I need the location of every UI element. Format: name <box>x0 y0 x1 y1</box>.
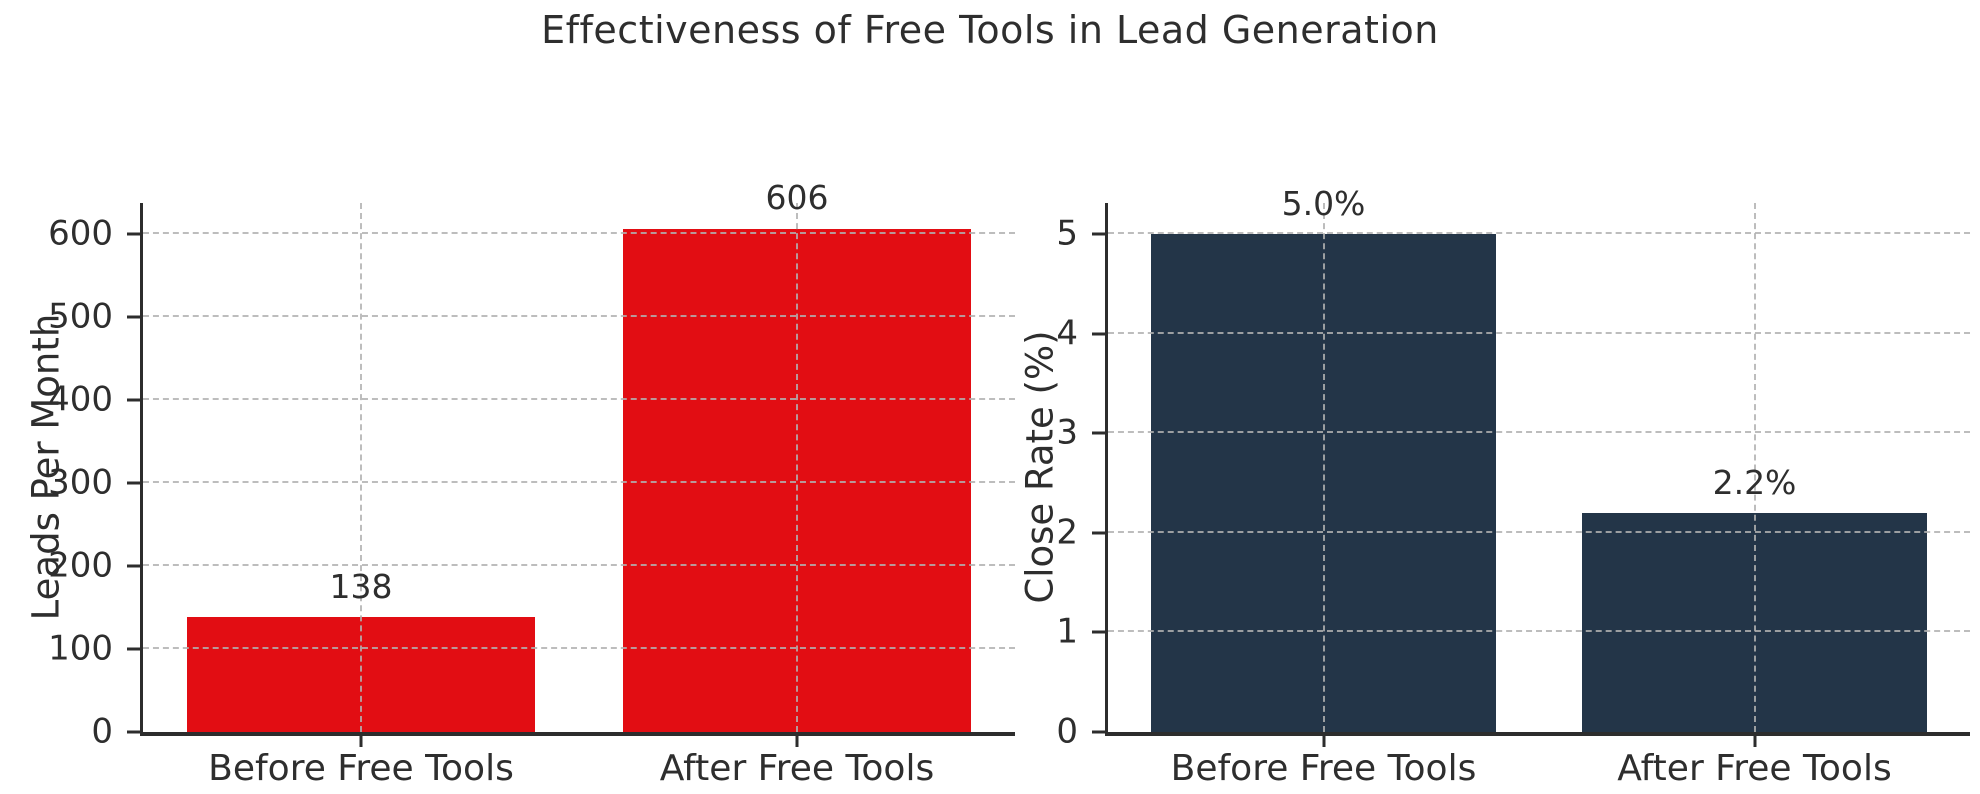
y-tick-mark <box>127 647 140 651</box>
y-tick-label: 4 <box>1056 312 1078 353</box>
gridline <box>143 646 1015 649</box>
bar-value-label: 5.0% <box>1281 183 1366 223</box>
y-tick-label: 5 <box>1056 213 1078 254</box>
y-tick-mark <box>127 315 140 319</box>
gridline <box>143 397 1015 400</box>
bar-value-label: 138 <box>329 567 393 607</box>
gridline <box>1322 203 1325 732</box>
gridline <box>1108 530 1970 533</box>
y-tick-mark <box>127 398 140 402</box>
y-tick-label: 1 <box>1056 611 1078 652</box>
y-tick-label: 2 <box>1056 512 1078 553</box>
gridline <box>1108 331 1970 334</box>
y-tick-mark <box>1092 332 1105 336</box>
gridline <box>1108 431 1970 434</box>
x-tick-label: After Free Tools <box>1617 748 1892 789</box>
y-tick-label: 0 <box>91 711 113 752</box>
y-tick-mark <box>127 564 140 568</box>
gridline <box>143 480 1015 483</box>
leads-chart-plot-area: 0 100 200 300 400 500 600 138 Before Free Tools 6… <box>48 180 1015 789</box>
x-tick-mark <box>1753 736 1756 747</box>
y-tick-mark <box>127 730 140 734</box>
y-tick-label: 400 <box>48 379 113 420</box>
close-rate-y-axis-label: Close Rate (%) <box>1018 330 1062 604</box>
gridline <box>796 203 798 732</box>
y-tick-mark <box>127 481 140 485</box>
gridline <box>143 314 1015 317</box>
gridline <box>360 203 362 732</box>
bar-value-label: 2.2% <box>1712 462 1797 502</box>
y-tick-mark <box>1092 730 1105 734</box>
y-tick-label: 300 <box>48 462 113 503</box>
gridline <box>1108 231 1970 234</box>
gridline <box>143 563 1015 566</box>
y-tick-mark <box>127 232 140 236</box>
y-tick-label: 100 <box>48 628 113 669</box>
x-tick-mark <box>359 736 363 747</box>
x-tick-label: Before Free Tools <box>208 748 514 789</box>
y-tick-label: 3 <box>1056 412 1078 453</box>
bar-value-label: 606 <box>765 178 829 218</box>
x-tick-mark <box>795 736 799 747</box>
y-tick-mark <box>1092 431 1105 435</box>
figure-title: Effectiveness of Free Tools in Lead Gene… <box>541 8 1439 52</box>
close-rate-chart-plot-area: 0 1 2 3 4 5 5.0% Before Free Tools 2.2% After Fre… <box>1056 185 1970 789</box>
y-tick-mark <box>1092 531 1105 535</box>
y-tick-mark <box>1092 232 1105 236</box>
y-tick-label: 500 <box>48 296 113 337</box>
x-tick-label: Before Free Tools <box>1170 748 1477 789</box>
y-tick-label: 200 <box>48 545 113 586</box>
y-tick-label: 600 <box>48 213 113 254</box>
gridline <box>1108 630 1970 633</box>
y-tick-mark <box>1092 630 1105 634</box>
y-tick-label: 0 <box>1056 711 1078 752</box>
x-tick-label: After Free Tools <box>659 748 935 789</box>
x-tick-mark <box>1322 736 1325 747</box>
gridline <box>143 231 1015 234</box>
gridline <box>1753 203 1756 732</box>
